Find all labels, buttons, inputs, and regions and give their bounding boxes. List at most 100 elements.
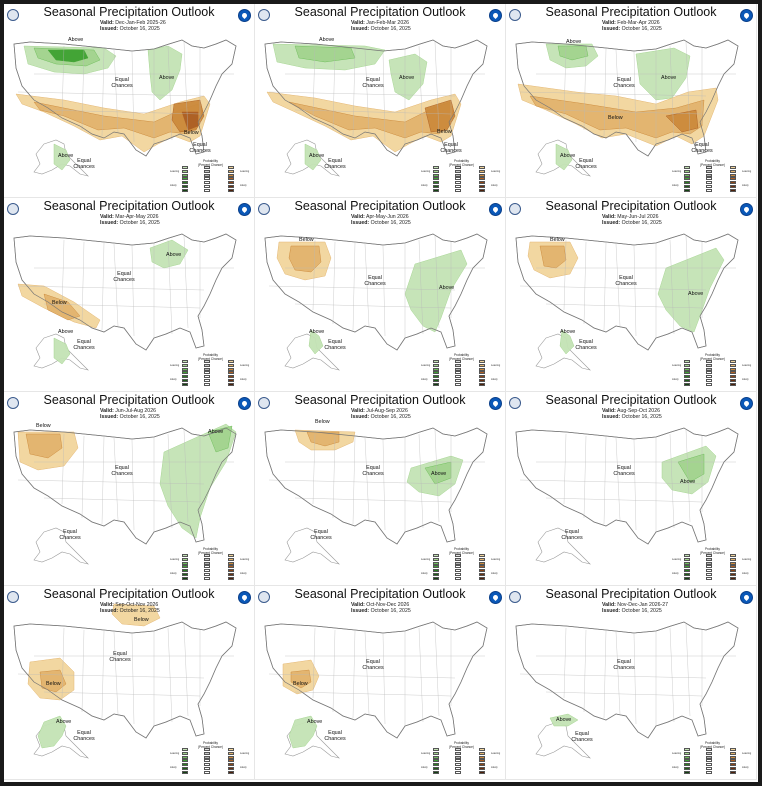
legend-swatch: [684, 554, 690, 557]
legend-near-column: [455, 748, 475, 775]
region-label: Below: [315, 419, 330, 425]
legend-swatch: [706, 763, 712, 767]
state-boundary: [545, 497, 703, 503]
legend-swatch: [730, 755, 736, 759]
conus-border: [264, 621, 488, 739]
legend-subtitle-text: (Percent Chance): [198, 356, 223, 361]
legend-likely-label: Likely: [491, 572, 498, 575]
legend-swatch: [204, 173, 210, 177]
issued-label: Issued:: [351, 26, 370, 32]
legend-near-column: [204, 360, 224, 387]
state-boundary: [418, 45, 424, 141]
legend-swatch: [455, 375, 461, 379]
below-normal-region: [665, 109, 699, 133]
legend-below-column: [228, 554, 248, 581]
legend-likely-label: Likely: [742, 378, 749, 381]
region-label: Above: [566, 39, 582, 45]
legend-swatch: [684, 367, 690, 371]
legend-swatch: [228, 569, 234, 573]
valid-value: Aug-Sep-Oct 2026: [617, 408, 660, 414]
outlook-panel: Seasonal Precipitation Outlook Valid: Nov…: [506, 586, 757, 780]
legend-near-column: [204, 554, 224, 581]
issued-label: Issued:: [602, 608, 621, 614]
legend-title-text: Probability: [203, 547, 218, 551]
valid-label: Valid:: [100, 408, 114, 414]
region-label: Below: [293, 681, 308, 687]
issued-label: Issued:: [602, 26, 621, 32]
legend-swatch: [228, 375, 234, 379]
legend-likely-label: Likely: [421, 184, 428, 187]
legend-swatch: [455, 382, 461, 386]
legend-swatch: [433, 557, 439, 561]
region-label: Equal Chances: [111, 465, 133, 477]
nws-logo-icon: [7, 397, 19, 409]
state-boundary: [183, 41, 189, 135]
legend-swatch: [204, 363, 210, 367]
legend-swatch: [182, 173, 188, 177]
legend-swatch: [455, 173, 461, 177]
legend-swatch: [730, 569, 736, 573]
legend-above-column: [433, 748, 453, 775]
legend-swatch: [433, 766, 439, 770]
legend-title-text: Probability: [705, 353, 720, 357]
state-boundary: [633, 633, 637, 725]
state-boundary: [615, 437, 621, 521]
state-boundary: [167, 45, 173, 141]
legend-below-column: [228, 748, 248, 775]
legend-likely-label: Likely: [240, 766, 247, 769]
legend-swatch: [479, 371, 485, 375]
legend-subtitle-text: (Percent Chance): [198, 550, 223, 555]
state-boundary: [603, 242, 607, 331]
legend-swatch: [433, 576, 439, 580]
issued-date: Issued: October 16, 2025: [100, 26, 160, 32]
legend-near-column: [706, 166, 726, 193]
conus-outline: [515, 427, 739, 545]
legend-swatch: [730, 166, 736, 169]
legend-swatch: [684, 184, 690, 188]
valid-label: Valid:: [602, 20, 616, 26]
legend-swatch: [730, 177, 736, 181]
legend-swatch: [182, 576, 188, 580]
legend-swatch: [479, 766, 485, 770]
region-label: Above: [208, 429, 224, 435]
legend-swatch: [204, 181, 210, 185]
legend-swatch: [684, 763, 690, 767]
outlook-panel: Seasonal Precipitation Outlook Valid: Sep…: [4, 586, 255, 780]
issued-value: October 16, 2025: [621, 220, 662, 226]
us-map: [515, 427, 739, 565]
legend-below-column: [730, 360, 750, 387]
state-boundary: [101, 242, 105, 331]
legend-title-text: Probability: [454, 741, 469, 745]
issued-value: October 16, 2025: [621, 26, 662, 32]
valid-label: Valid:: [351, 408, 365, 414]
state-boundary: [43, 691, 201, 697]
region-label: Below: [608, 115, 623, 121]
legend-subtitle-text: (Percent Chance): [198, 744, 223, 749]
legend-swatch: [684, 188, 690, 192]
legend-swatch: [182, 363, 188, 367]
region-label: Above: [68, 37, 84, 43]
legend-swatch: [455, 360, 461, 363]
panel-title: Seasonal Precipitation Outlook: [294, 587, 466, 601]
alaska-outline: [284, 527, 340, 565]
us-map: [515, 621, 739, 759]
legend-swatch: [730, 554, 736, 557]
issued-date: Issued: October 16, 2025: [351, 26, 411, 32]
region-label: Equal Chances: [575, 339, 597, 351]
outlook-panel: Seasonal Precipitation Outlook Valid: Oct…: [255, 586, 506, 780]
state-boundary: [615, 49, 621, 133]
legend-above-column: [684, 166, 704, 193]
region-label: Equal Chances: [310, 529, 332, 541]
legend-swatch: [706, 569, 712, 573]
state-boundary: [183, 623, 189, 717]
legend-likely-label: Likely: [672, 378, 679, 381]
legend-swatch: [479, 770, 485, 774]
nws-logo-icon: [258, 397, 270, 409]
state-boundary: [167, 433, 173, 529]
legend-likely-label: Likely: [421, 766, 428, 769]
region-label: Equal Chances: [613, 659, 635, 671]
above-normal-region: [388, 53, 428, 101]
above-normal-region: [404, 249, 468, 333]
legend-swatch: [433, 378, 439, 382]
legend-swatch: [684, 572, 690, 576]
